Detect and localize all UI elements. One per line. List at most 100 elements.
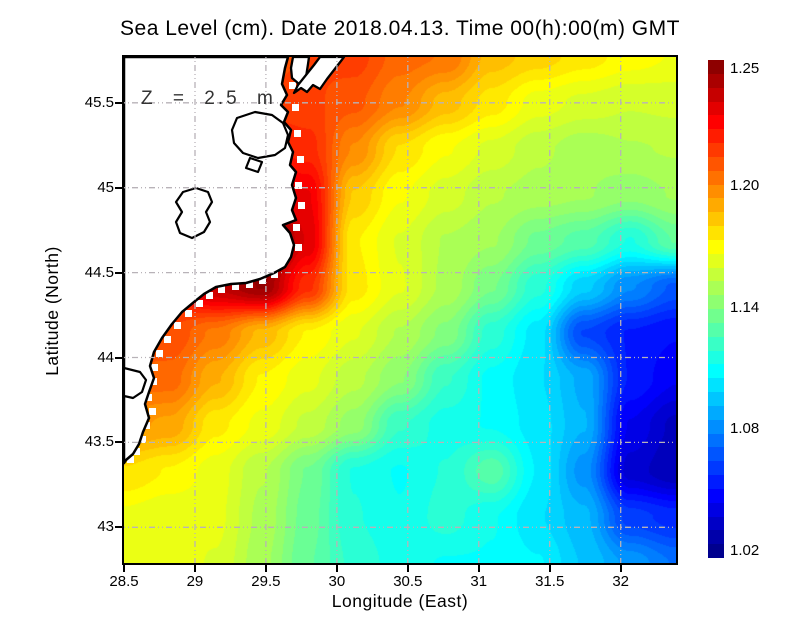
y-axis-tick: [115, 356, 123, 359]
y-axis-tick: [115, 271, 123, 274]
colorbar-block: [708, 60, 724, 75]
colorbar-block: [708, 267, 724, 282]
x-axis-tick: [335, 565, 338, 572]
colorbar-block: [708, 101, 724, 116]
colorbar-block: [708, 87, 724, 102]
land-mask-step: [174, 322, 181, 329]
colorbar-tick-label: 1.25: [730, 59, 760, 77]
y-tick-label: 44.5: [84, 263, 114, 281]
colorbar-block: [708, 433, 724, 448]
y-axis-title: Latitude (North): [42, 246, 62, 376]
y-tick-label: 43: [97, 518, 114, 536]
colorbar-block: [708, 239, 724, 255]
x-tick-label: 30: [328, 573, 346, 590]
colorbar-block: [708, 129, 724, 144]
x-axis-tick: [406, 565, 409, 572]
colorbar-block: [708, 143, 724, 158]
x-tick-label: 32: [612, 573, 629, 590]
land-mask-step: [145, 394, 152, 401]
x-axis-tick: [123, 565, 125, 572]
colorbar-block: [708, 295, 724, 310]
land-mask-step: [127, 456, 134, 463]
colorbar-block: [708, 184, 724, 199]
colorbar-tick-label: 1.02: [730, 542, 760, 560]
y-axis-tick: [115, 441, 123, 444]
land-mask-step: [206, 292, 213, 299]
colorbar-block: [708, 226, 724, 241]
colorbar-block: [708, 364, 724, 379]
colorbar-block: [708, 350, 724, 365]
colorbar-block: [708, 309, 724, 324]
land-mask-step: [196, 300, 203, 307]
x-axis-tick: [619, 565, 622, 572]
land-mask-step: [156, 350, 163, 357]
land-mask-step: [151, 364, 158, 371]
land-mask-step: [139, 436, 146, 443]
plot-title: Sea Level (cm). Date 2018.04.13. Time 00…: [120, 17, 680, 40]
coastline-grid-overlay: [122, 55, 676, 568]
x-axis-tick: [477, 565, 480, 572]
colorbar-block: [708, 281, 724, 296]
x-tick-label: 28.5: [109, 573, 139, 590]
colorbar-block: [708, 322, 724, 338]
land-mask-step: [292, 104, 299, 111]
land-mask-step: [259, 277, 266, 284]
land-mask-step: [289, 82, 296, 89]
colorbar-tick-label: 1.20: [730, 176, 760, 194]
colorbar-block: [708, 544, 724, 559]
colorbar-block: [708, 502, 724, 517]
x-tick-label: 29.5: [251, 573, 281, 590]
land-mask-step: [271, 271, 278, 278]
land-mask-step: [294, 130, 301, 137]
land-mask-step: [164, 336, 171, 343]
coastal-lake: [244, 156, 264, 174]
y-tick-label: 44: [97, 348, 114, 366]
coastal-lake: [122, 366, 148, 400]
land-mask-step: [246, 281, 253, 288]
colorbar-block: [708, 530, 724, 545]
x-tick-label: 31.5: [535, 573, 565, 590]
land-mask-step: [297, 156, 304, 163]
coastal-lake: [230, 110, 290, 160]
colorbar-block: [708, 198, 724, 213]
colorbar-block: [708, 516, 724, 531]
colorbar-block: [708, 336, 724, 351]
y-axis-tick: [115, 526, 123, 529]
colorbar-block: [708, 447, 724, 462]
colorbar-block: [708, 73, 724, 89]
y-tick-label: 45: [97, 178, 114, 196]
colorbar-block: [708, 156, 724, 172]
colorbar-block: [708, 212, 724, 227]
x-tick-label: 29: [186, 573, 204, 590]
land-mask-step: [185, 310, 192, 317]
colorbar-block: [708, 419, 724, 434]
colorbar: [708, 60, 724, 559]
land-north-coast: [292, 55, 346, 95]
coastal-lake: [174, 186, 214, 240]
colorbar-block: [708, 461, 724, 476]
colorbar-block: [708, 488, 724, 504]
colorbar-block: [708, 170, 724, 185]
plot-frame: [122, 55, 678, 565]
colorbar-block: [708, 253, 724, 268]
x-tick-label: 31: [470, 573, 488, 590]
colorbar-tick-label: 1.14: [730, 299, 760, 316]
land-mask-step: [232, 283, 239, 290]
y-tick-label: 45.5: [84, 93, 114, 111]
land-mask-step: [133, 448, 140, 455]
y-axis-tick: [115, 101, 123, 104]
colorbar-block: [708, 378, 724, 393]
land-mask-step: [298, 202, 305, 209]
x-tick-label: 30.5: [393, 573, 423, 590]
y-tick-label: 43.5: [84, 433, 114, 451]
land-mask-step: [293, 224, 300, 231]
x-axis-tick: [264, 565, 267, 572]
colorbar-block: [708, 475, 724, 490]
colorbar-tick-label: 1.08: [730, 420, 760, 438]
land-mask-step: [295, 244, 302, 251]
x-axis-title: Longitude (East): [331, 591, 469, 611]
land-mask-step: [218, 286, 225, 293]
depth-annotation: Z = 2.5 m: [141, 88, 276, 109]
colorbar-block: [708, 392, 724, 407]
